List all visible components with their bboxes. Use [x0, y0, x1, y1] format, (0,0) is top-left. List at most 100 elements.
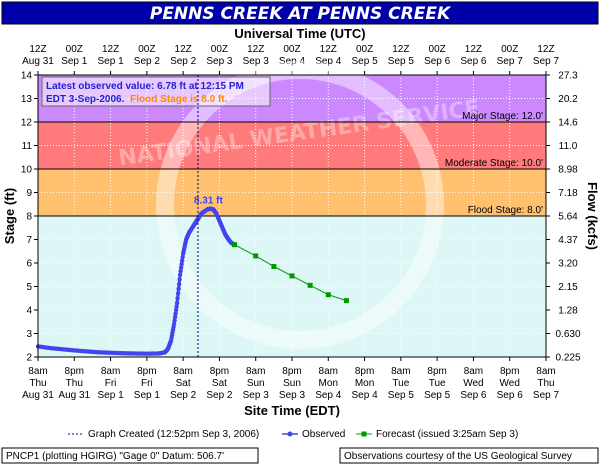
utc-tick-date: Sep 1 [61, 56, 88, 67]
observed-point [179, 261, 184, 267]
stage-tick-label: 10 [21, 165, 33, 176]
observed-point [175, 296, 180, 301]
utc-tick-date: Sep 4 [279, 56, 306, 67]
peak-label: 8.31 ft [194, 196, 224, 207]
flow-tick-label: 3.20 [558, 259, 578, 270]
data-series: 8.31 ft [35, 196, 349, 356]
utc-tick-time: 12Z [537, 44, 554, 55]
flow-tick-label: 14.6 [558, 118, 578, 129]
edt-tick-day: Fri [141, 378, 153, 389]
info-box: Latest observed value: 6.78 ft at 12:15 … [41, 76, 271, 107]
edt-tick-day: Thu [29, 378, 46, 389]
stage-tick-label: 7 [26, 235, 32, 246]
utc-tick-date: Sep 7 [533, 56, 560, 67]
flow-tick-label: 7.18 [558, 188, 578, 199]
observed-point [178, 269, 183, 274]
stage-tick-label: 14 [21, 71, 33, 82]
stage-tick-label: 6 [26, 259, 32, 270]
edt-tick-time: 8am [319, 366, 338, 377]
utc-tick-date: Sep 1 [98, 56, 125, 67]
edt-tick-date: Sep 6 [460, 390, 487, 401]
forecast-point [232, 242, 238, 248]
edt-tick-date: Sep 6 [497, 390, 524, 401]
legend-forecast: Forecast (issued 3:25am Sep 3) [376, 429, 518, 440]
observed-point [174, 304, 179, 309]
edt-tick-day: Fri [105, 378, 117, 389]
footer-left-box [1, 447, 259, 464]
utc-tick-date: Sep 5 [388, 56, 415, 67]
footer-left: PNCP1 (plotting HGIRG) "Gage 0" Datum: 5… [6, 451, 224, 462]
edt-tick-day: Sat [176, 378, 191, 389]
utc-tick-date: Aug 31 [22, 56, 54, 67]
bottom-axis-title: Site Time (EDT) [244, 403, 340, 418]
edt-tick-time: 8am [28, 366, 47, 377]
edt-tick-date: Sep 3 [279, 390, 306, 401]
observed-point [173, 307, 179, 313]
utc-tick-time: 12Z [29, 44, 46, 55]
flow-tick-label: 5.64 [558, 212, 578, 223]
edt-tick-date: Sep 1 [134, 390, 161, 401]
edt-tick-time: 8am [246, 366, 265, 377]
edt-tick-day: Mon [319, 378, 338, 389]
edt-tick-day: Mon [355, 378, 374, 389]
edt-tick-day: Wed [500, 378, 520, 389]
title-bar [1, 1, 599, 25]
stage-label: Moderate Stage: 10.0' [445, 158, 543, 169]
observed-point [177, 277, 182, 282]
info-date: EDT 3-Sep-2006. [46, 94, 125, 105]
legend-observed: Observed [302, 429, 345, 440]
forecast-point [289, 273, 295, 279]
observed-point [175, 291, 181, 296]
utc-tick-time: 00Z [211, 44, 228, 55]
stage-tick-label: 12 [21, 118, 33, 129]
edt-tick-day: Thu [66, 378, 83, 389]
utc-tick-date: Sep 7 [497, 56, 524, 67]
edt-tick-date: Sep 5 [424, 390, 451, 401]
edt-tick-day: Sun [283, 378, 301, 389]
edt-tick-time: 8am [536, 366, 555, 377]
utc-tick-date: Sep 6 [424, 56, 451, 67]
flow-tick-label: 2.15 [558, 282, 578, 293]
stage-tick-label: 11 [22, 141, 33, 152]
edt-tick-time: 8am [464, 366, 483, 377]
observed-point [172, 314, 178, 320]
edt-tick-time: 8pm [210, 366, 229, 377]
stage-label: Flood Stage: 8.0' [468, 205, 543, 216]
edt-tick-date: Sep 4 [352, 390, 379, 401]
edt-tick-time: 8am [173, 366, 192, 377]
stage-tick-label: 9 [26, 188, 32, 199]
info-line-1: Latest observed value: 6.78 ft at 12:15 … [46, 81, 244, 92]
flow-tick-labels: 27.3 20.2 14.6 11.0 8.98 7.18 5.64 4.37 3.20 2.15… [546, 71, 581, 364]
utc-tick-time: 12Z [392, 44, 409, 55]
left-axis-title: Stage (ft) [2, 188, 17, 244]
utc-tick-time: 00Z [283, 44, 300, 55]
stage-tick-label: 5 [26, 282, 32, 293]
edt-tick-day: Sun [247, 378, 265, 389]
edt-tick-date: Sep 2 [206, 390, 233, 401]
observed-point [173, 311, 178, 316]
flow-tick-label: 4.37 [558, 235, 578, 246]
forecast-point [343, 298, 349, 304]
stage-tick-labels: 14 13 12 11 10 9 8 7 6 5 4 3 2 [21, 71, 38, 364]
utc-tick-time: 12Z [175, 44, 192, 55]
utc-tick-time: 00Z [66, 44, 83, 55]
footer-right-box [339, 447, 599, 464]
flow-tick-label: 8.98 [558, 165, 578, 176]
utc-tick-date: Sep 5 [352, 56, 379, 67]
edt-tick-date: Sep 2 [170, 390, 197, 401]
edt-tick-day: Sat [212, 378, 227, 389]
edt-tick-date: Sep 7 [533, 390, 560, 401]
watermark-ring [156, 61, 444, 349]
stage-tick-label: 8 [26, 212, 32, 223]
observed-point [180, 254, 185, 260]
utc-tick-date: Sep 3 [206, 56, 233, 67]
flow-tick-label: 0.225 [555, 353, 580, 364]
flow-tick-label: 27.3 [558, 71, 578, 82]
utc-tick-time: 12Z [247, 44, 264, 55]
forecast-point [307, 282, 313, 288]
legend-created: Graph Created (12:52pm Sep 3, 2006) [88, 429, 259, 440]
flow-tick-label: 20.2 [558, 94, 578, 105]
info-flood-stage: Flood Stage is 8.0 ft. [130, 94, 227, 105]
